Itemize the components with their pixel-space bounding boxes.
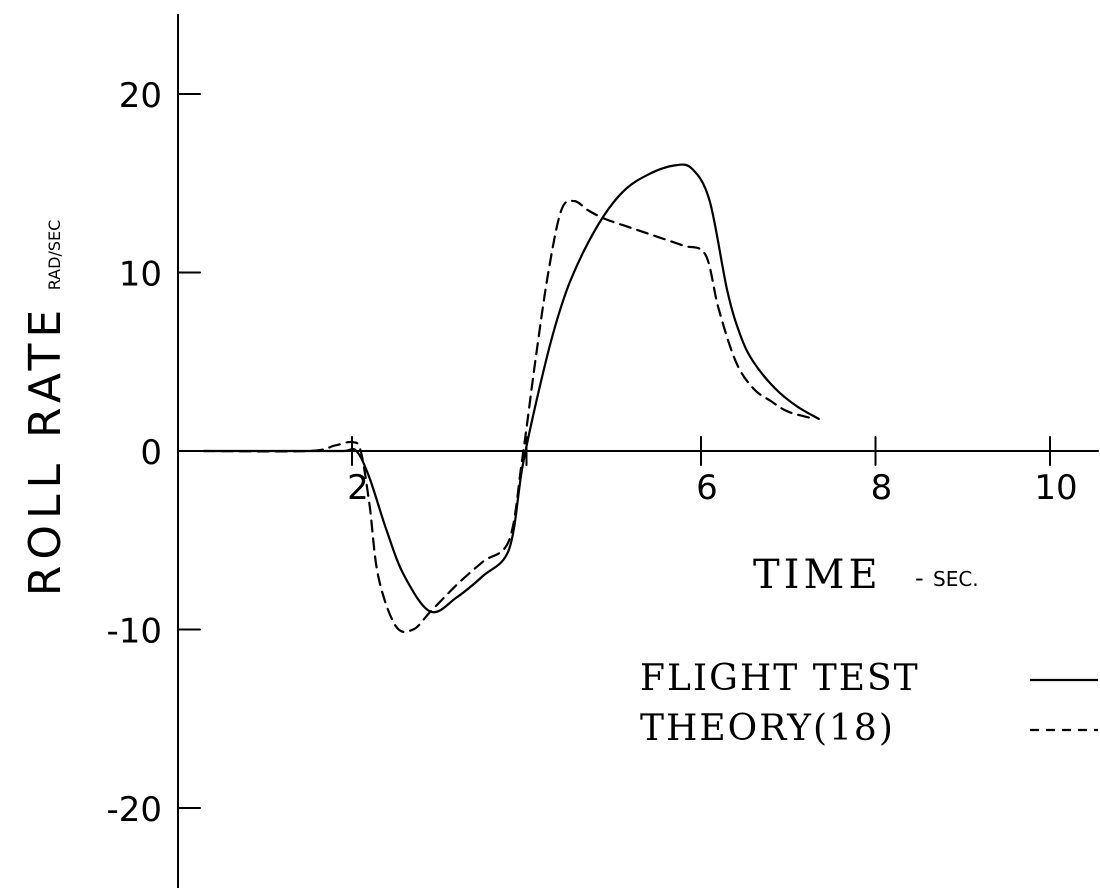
x-tick-label: 8 bbox=[871, 468, 893, 508]
y-tick-label: 20 bbox=[119, 76, 162, 116]
y-tick-label: -20 bbox=[106, 790, 162, 830]
x-tick-label: 10 bbox=[1034, 468, 1077, 508]
series-line-theory bbox=[202, 199, 816, 634]
y-tick-label: -10 bbox=[106, 612, 162, 652]
x-axis-title: TIME bbox=[753, 552, 882, 598]
y-axis: -20 -10 0 10 20 bbox=[106, 13, 201, 888]
x-axis-title-separator: - bbox=[915, 564, 924, 592]
y-tick-label: 0 bbox=[140, 433, 162, 473]
series-line-flight-test bbox=[202, 163, 820, 614]
y-tick-label: 10 bbox=[119, 255, 162, 295]
x-tick-label: 6 bbox=[696, 468, 718, 508]
y-axis-unit: RAD/SEC bbox=[45, 220, 64, 291]
legend: FLIGHT TEST THEORY(18) bbox=[640, 658, 1098, 749]
x-axis-unit: SEC. bbox=[933, 567, 979, 591]
x-axis: 2 6 8 10 bbox=[177, 436, 1099, 508]
legend-label-flight-test: FLIGHT TEST bbox=[640, 658, 920, 699]
series-layer bbox=[202, 163, 820, 634]
x-tick-label: 2 bbox=[347, 468, 369, 508]
y-axis-unit-group: RAD/SEC bbox=[45, 220, 64, 291]
y-axis-title-group: ROLL RATE bbox=[20, 304, 71, 596]
legend-label-theory: THEORY(18) bbox=[640, 708, 895, 749]
y-axis-title: ROLL RATE bbox=[20, 304, 71, 596]
